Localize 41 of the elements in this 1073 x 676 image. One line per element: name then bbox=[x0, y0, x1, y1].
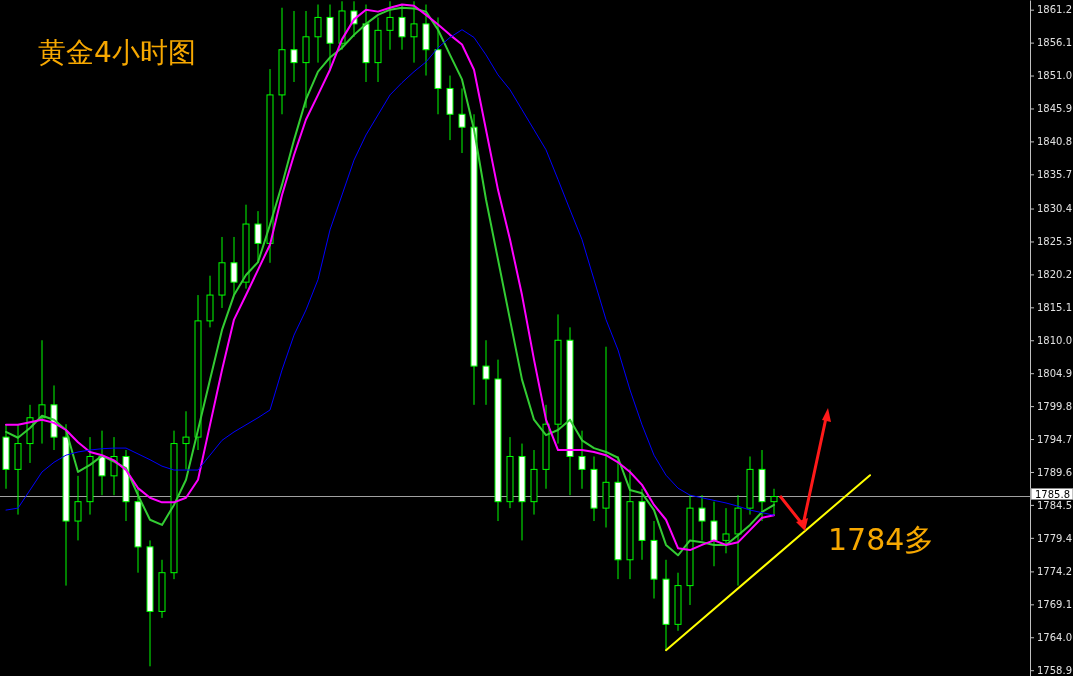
candlestick bbox=[314, 4, 322, 64]
candlestick bbox=[458, 87, 466, 154]
y-tick-label: 1794.7 bbox=[1037, 433, 1072, 445]
y-tick-label: 1804.9 bbox=[1037, 367, 1072, 379]
candlestick bbox=[38, 339, 46, 445]
y-tick-label: 1769.1 bbox=[1037, 599, 1072, 611]
y-tick-label: 1851.0 bbox=[1037, 70, 1072, 82]
y-tick-label: 1835.7 bbox=[1037, 169, 1072, 181]
candlestick bbox=[770, 488, 778, 516]
candlestick bbox=[398, 4, 406, 51]
y-tick-label: 1789.6 bbox=[1037, 466, 1072, 478]
y-tick-label: 1830.4 bbox=[1037, 203, 1072, 215]
text: 黄金4小时图 bbox=[38, 36, 196, 69]
candlestick bbox=[98, 430, 106, 496]
candlestick bbox=[698, 494, 706, 541]
candlestick bbox=[578, 430, 586, 490]
candlestick bbox=[182, 410, 190, 470]
y-tick-label: 1815.1 bbox=[1037, 302, 1072, 314]
y-tick-label: 1856.1 bbox=[1037, 37, 1072, 49]
y-tick-label: 1784.5 bbox=[1037, 499, 1072, 511]
y-tick-label: 1764.0 bbox=[1037, 631, 1072, 643]
candlestick bbox=[386, 0, 394, 51]
y-tick-label: 1825.3 bbox=[1037, 236, 1072, 248]
y-tick-label: 1840.8 bbox=[1037, 136, 1072, 148]
annotation: 1784多 bbox=[828, 522, 935, 557]
candlestick bbox=[722, 507, 730, 554]
candlestick bbox=[74, 475, 82, 541]
ref-line-label: 1785.8 bbox=[1035, 488, 1070, 500]
y-tick-label: 1810.0 bbox=[1037, 334, 1072, 346]
y-tick-label: 1774.2 bbox=[1037, 566, 1072, 578]
y-tick-label: 1861.2 bbox=[1037, 4, 1072, 16]
candlestick bbox=[410, 0, 418, 64]
y-tick-label: 1758.9 bbox=[1037, 664, 1072, 676]
y-tick-label: 1779.4 bbox=[1037, 532, 1072, 544]
candlestick bbox=[482, 339, 490, 406]
y-tick-label: 1799.8 bbox=[1037, 400, 1072, 412]
candlestick bbox=[230, 236, 238, 296]
y-tick-label: 1845.9 bbox=[1037, 103, 1072, 115]
candlestick bbox=[290, 10, 298, 83]
candlestick bbox=[710, 501, 718, 567]
y-tick-label: 1820.2 bbox=[1037, 269, 1072, 281]
